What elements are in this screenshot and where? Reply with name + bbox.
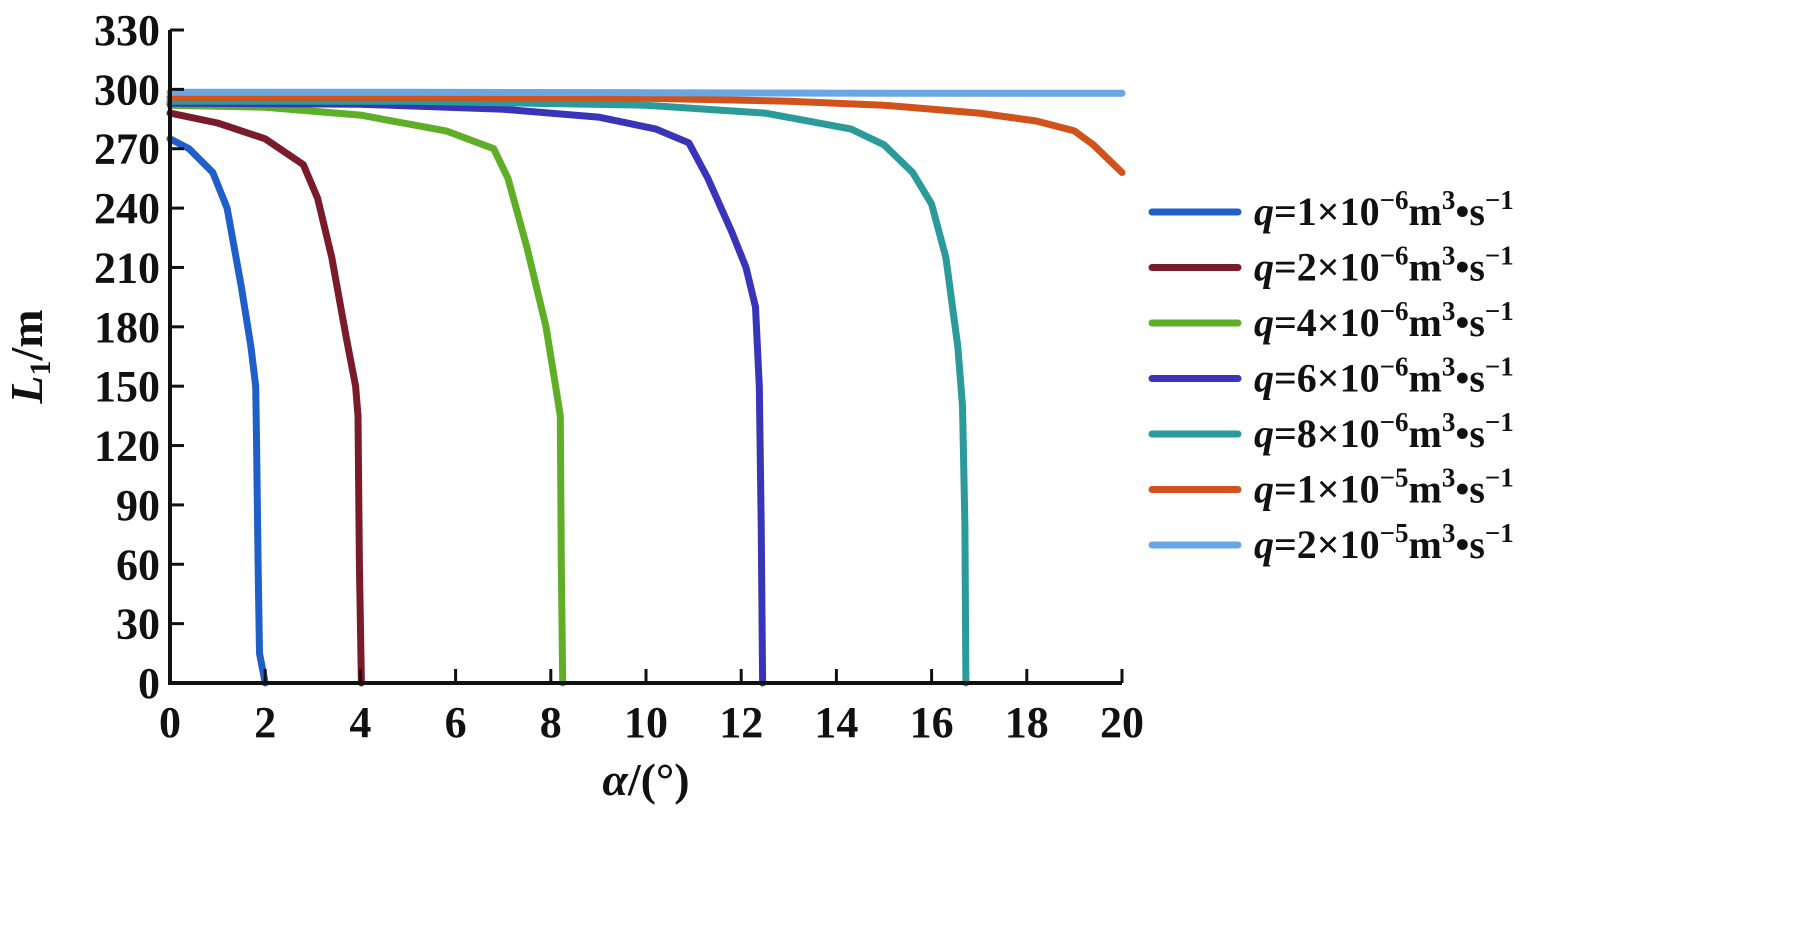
legend-entry-4: q=6×10−6m3•s−1 (1254, 352, 1514, 401)
legend-entry-coef: =6×10 (1274, 356, 1380, 401)
axes: 0 2 4 6 8 10 12 14 16 18 20 0 30 60 90 120 150 180 210 240… (94, 6, 1144, 747)
y-tick-label: 60 (116, 540, 160, 589)
y-tick-label: 30 (116, 600, 160, 649)
x-ticks: 0 2 4 6 8 10 12 14 16 18 20 (159, 669, 1144, 747)
y-tick-label: 330 (94, 6, 160, 55)
x-tick-label: 18 (1005, 698, 1049, 747)
x-tick-label: 16 (910, 698, 954, 747)
legend-entry-tail-exp: −1 (1485, 518, 1514, 548)
y-tick-label: 210 (94, 243, 160, 292)
legend-entry-prefix: q (1254, 189, 1274, 234)
legend-entry-exp: −6 (1380, 407, 1409, 437)
y-axis-unit: /m (1, 309, 52, 361)
legend-entry-tail: •s (1455, 411, 1485, 456)
legend-entry-unit: m (1408, 522, 1441, 567)
legend-entry-unit: m (1408, 356, 1441, 401)
legend: q=1×10−6m3•s−1q=2×10−6m3•s−1q=4×10−6m3•s… (1148, 185, 1514, 567)
y-ticks: 0 30 60 90 120 150 180 210 240 270 300 330 (94, 6, 184, 708)
legend-entry-unit: m (1408, 245, 1441, 290)
legend-entry-2: q=2×10−6m3•s−1 (1254, 241, 1514, 290)
series-line-1 (166, 135, 269, 687)
legend-entry-unit-exp: 3 (1442, 352, 1456, 382)
legend-entry-5: q=8×10−6m3•s−1 (1254, 407, 1514, 456)
legend-entry-unit: m (1408, 189, 1441, 234)
series-line-2 (166, 109, 365, 687)
legend-entry-unit-exp: 3 (1442, 241, 1456, 271)
legend-entry-coef: =2×10 (1274, 245, 1380, 290)
legend-entry-prefix: q (1254, 356, 1274, 401)
legend-entry-tail-exp: −1 (1485, 241, 1514, 271)
legend-entry-exp: −5 (1380, 463, 1409, 493)
legend-entry-tail-exp: −1 (1485, 407, 1514, 437)
legend-entry-exp: −6 (1380, 296, 1409, 326)
series-line-6 (166, 93, 1126, 176)
x-tick-label: 2 (254, 698, 276, 747)
legend-entry-coef: =4×10 (1274, 300, 1380, 345)
x-axis-symbol: α (602, 754, 629, 805)
legend-entry-6: q=1×10−5m3•s−1 (1254, 463, 1514, 512)
series-line-4 (166, 99, 767, 687)
y-axis-label: L1/m (1, 309, 57, 404)
legend-entry-tail: •s (1455, 189, 1485, 234)
y-axis-subscript: 1 (24, 361, 57, 376)
series-line-7 (166, 88, 1126, 97)
y-axis-symbol: L (1, 376, 52, 405)
x-tick-label: 20 (1100, 698, 1144, 747)
legend-entry-coef: =8×10 (1274, 411, 1380, 456)
legend-entry-prefix: q (1254, 411, 1274, 456)
y-tick-label: 180 (94, 303, 160, 352)
legend-entry-tail: •s (1455, 467, 1485, 512)
legend-entry-tail-exp: −1 (1485, 296, 1514, 326)
legend-entry-tail-exp: −1 (1485, 185, 1514, 215)
legend-entry-7: q=2×10−5m3•s−1 (1254, 518, 1514, 567)
x-tick-label: 4 (349, 698, 371, 747)
legend-entry-unit: m (1408, 411, 1441, 456)
legend-entry-tail-exp: −1 (1485, 463, 1514, 493)
legend-entry-tail-exp: −1 (1485, 352, 1514, 382)
legend-entry-prefix: q (1254, 245, 1274, 290)
legend-entry-unit-exp: 3 (1442, 407, 1456, 437)
legend-entry-tail: •s (1455, 522, 1485, 567)
series-line-3 (166, 101, 567, 687)
y-tick-label: 120 (94, 422, 160, 471)
x-tick-label: 0 (159, 698, 181, 747)
legend-entry-prefix: q (1254, 522, 1274, 567)
series-line-5 (166, 97, 970, 687)
legend-entry-tail: •s (1455, 300, 1485, 345)
legend-entry-prefix: q (1254, 300, 1274, 345)
legend-entry-coef: =1×10 (1274, 189, 1380, 234)
y-tick-label: 150 (94, 362, 160, 411)
legend-entry-unit-exp: 3 (1442, 518, 1456, 548)
legend-entry-coef: =2×10 (1274, 522, 1380, 567)
legend-entry-unit: m (1408, 467, 1441, 512)
legend-entry-exp: −5 (1380, 518, 1409, 548)
legend-entry-1: q=1×10−6m3•s−1 (1254, 185, 1514, 234)
plot-lines (166, 88, 1126, 687)
x-axis-label: α/(°) (602, 754, 689, 805)
y-tick-label: 0 (138, 659, 160, 708)
legend-entry-coef: =1×10 (1274, 467, 1380, 512)
x-tick-label: 12 (719, 698, 763, 747)
legend-entry-tail: •s (1455, 356, 1485, 401)
x-tick-label: 8 (540, 698, 562, 747)
x-axis-unit: /(°) (627, 754, 690, 805)
legend-entry-3: q=4×10−6m3•s−1 (1254, 296, 1514, 345)
legend-entry-tail: •s (1455, 245, 1485, 290)
legend-entry-exp: −6 (1380, 352, 1409, 382)
y-tick-label: 240 (94, 184, 160, 233)
x-tick-label: 14 (814, 698, 858, 747)
x-tick-label: 6 (445, 698, 467, 747)
legend-entry-exp: −6 (1380, 185, 1409, 215)
legend-entry-prefix: q (1254, 467, 1274, 512)
legend-entry-unit-exp: 3 (1442, 185, 1456, 215)
legend-entry-unit: m (1408, 300, 1441, 345)
x-tick-label: 10 (624, 698, 668, 747)
legend-entry-unit-exp: 3 (1442, 463, 1456, 493)
legend-entry-exp: −6 (1380, 241, 1409, 271)
y-tick-label: 300 (94, 65, 160, 114)
y-tick-label: 270 (94, 125, 160, 174)
legend-entry-unit-exp: 3 (1442, 296, 1456, 326)
y-tick-label: 90 (116, 481, 160, 530)
